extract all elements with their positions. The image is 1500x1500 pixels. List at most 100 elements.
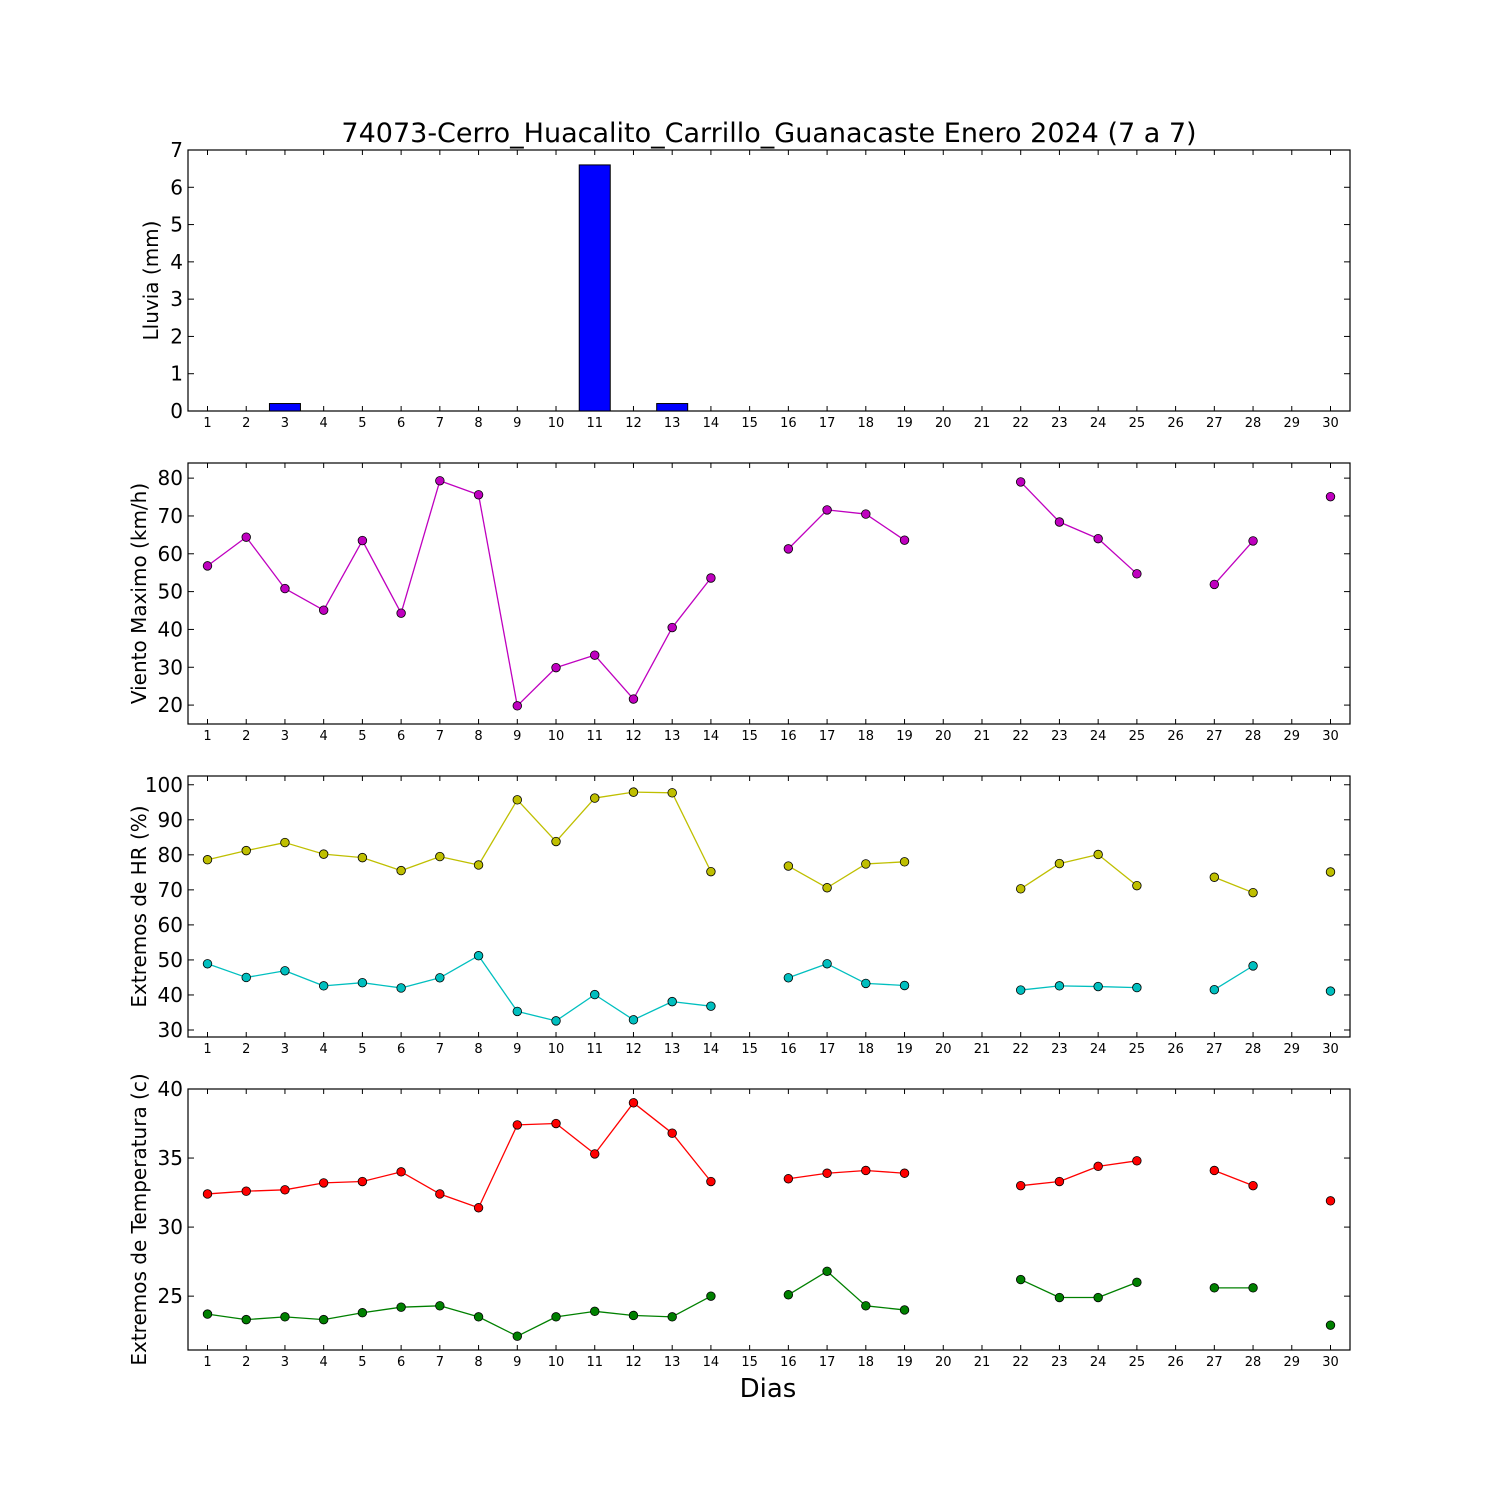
series-2-point xyxy=(551,1016,561,1026)
series-2-point xyxy=(318,1314,329,1325)
series-1-line-segment xyxy=(516,799,557,842)
series-1-line-segment xyxy=(1059,521,1099,540)
x-tick-label: 6 xyxy=(397,416,405,431)
series-1-point xyxy=(590,1149,600,1159)
series-2-line-segment xyxy=(439,955,479,979)
x-tick-label: 9 xyxy=(513,729,521,744)
series-1-line-segment xyxy=(555,1123,596,1155)
series-1-line-segment xyxy=(1098,1160,1137,1167)
x-tick-label: 26 xyxy=(1167,416,1184,431)
x-tick-label: 29 xyxy=(1284,729,1301,744)
series-2-point xyxy=(822,959,832,969)
x-tick-label: 14 xyxy=(703,1042,720,1057)
x-tick-label: 25 xyxy=(1129,1042,1146,1057)
series-1-point xyxy=(396,865,406,876)
series-1-line-segment xyxy=(207,536,247,567)
x-tick-label: 21 xyxy=(974,1355,991,1370)
series-2-line-segment xyxy=(1097,1281,1138,1299)
x-tick-label: 3 xyxy=(281,1355,289,1370)
series-1-line-segment xyxy=(323,853,363,859)
series-1-point xyxy=(473,490,484,500)
x-tick-label: 10 xyxy=(548,416,565,431)
series-1-point xyxy=(822,883,832,893)
x-tick-label: 9 xyxy=(513,416,521,431)
series-1-point xyxy=(512,795,522,805)
x-tick-label: 9 xyxy=(513,1355,521,1370)
series-2-point xyxy=(1054,1292,1065,1303)
x-tick-label: 23 xyxy=(1051,729,1068,744)
x-tick-label: 8 xyxy=(474,729,482,744)
x-tick-label: 4 xyxy=(320,416,328,431)
panel-frame xyxy=(187,775,1351,1038)
series-2-point xyxy=(783,973,794,983)
series-1-line-segment xyxy=(477,494,518,706)
x-tick-label: 9 xyxy=(513,1042,521,1057)
series-1-point xyxy=(512,701,522,711)
x-tick-label: 16 xyxy=(780,729,797,744)
series-1-point xyxy=(861,1165,871,1176)
x-tick-label: 18 xyxy=(858,729,875,744)
y-tick-label: 30 xyxy=(158,1018,183,1042)
series-1-line-segment xyxy=(323,1180,363,1184)
series-1-line-segment xyxy=(1020,863,1060,890)
x-tick-label: 1 xyxy=(203,416,211,431)
series-1-line-segment xyxy=(594,791,634,799)
series-1-point xyxy=(1248,887,1258,898)
series-2-line-segment xyxy=(323,1312,363,1321)
x-tick-label: 17 xyxy=(819,1042,836,1057)
series-2-point xyxy=(1132,982,1142,993)
y-tick-label: 7 xyxy=(170,138,183,162)
y-tick-label: 30 xyxy=(158,1215,183,1239)
series-1-line-segment xyxy=(1214,1169,1254,1187)
x-tick-label: 1 xyxy=(203,729,211,744)
series-2-line-segment xyxy=(555,1310,595,1318)
x-tick-label: 18 xyxy=(858,1355,875,1370)
series-1-line-segment xyxy=(788,1172,828,1180)
series-1-point xyxy=(1054,517,1065,527)
series-1-point xyxy=(1132,569,1142,579)
series-2-point xyxy=(1248,1283,1258,1293)
y-tick-label: 50 xyxy=(158,948,183,972)
series-1-point xyxy=(1093,849,1103,860)
series-2-line-segment xyxy=(400,977,441,989)
series-1-point xyxy=(1132,1156,1142,1166)
panel-frame xyxy=(187,462,1351,725)
series-1-line-segment xyxy=(517,1122,557,1126)
x-tick-label: 6 xyxy=(397,1355,405,1370)
y-tick-label: 6 xyxy=(170,175,183,199)
series-1-point xyxy=(899,857,910,867)
series-1-point xyxy=(783,1174,794,1184)
series-2-line-segment xyxy=(323,982,363,987)
series-1-line-segment xyxy=(671,1132,712,1182)
series-1-point xyxy=(318,1178,329,1188)
series-1-point xyxy=(822,1168,832,1178)
series-1-point xyxy=(783,861,794,871)
series-1-point xyxy=(280,583,290,594)
x-tick-label: 16 xyxy=(780,1355,797,1370)
series-1-line-segment xyxy=(632,627,673,700)
series-1-line-segment xyxy=(245,536,286,589)
series-2-line-segment xyxy=(633,1314,673,1318)
x-tick-label: 6 xyxy=(397,1042,405,1057)
series-1-line-segment xyxy=(1097,538,1138,575)
series-2-line-segment xyxy=(788,963,828,979)
x-tick-label: 22 xyxy=(1012,1042,1029,1057)
bar xyxy=(268,403,301,412)
x-tick-label: 14 xyxy=(703,729,720,744)
series-1-point xyxy=(1093,533,1103,544)
series-2-point xyxy=(435,973,445,983)
series-2-point xyxy=(512,1331,522,1341)
series-2-point xyxy=(202,959,213,969)
x-tick-label: 7 xyxy=(436,1355,444,1370)
x-tick-label: 19 xyxy=(896,416,913,431)
x-tick-label: 24 xyxy=(1090,1042,1107,1057)
x-tick-label: 17 xyxy=(819,729,836,744)
series-2-point xyxy=(280,1312,290,1322)
series-2-line-segment xyxy=(1213,965,1254,991)
x-tick-label: 15 xyxy=(741,1042,758,1057)
x-tick-label: 2 xyxy=(242,416,250,431)
series-1-line-segment xyxy=(671,792,712,872)
series-1-point xyxy=(357,852,368,863)
